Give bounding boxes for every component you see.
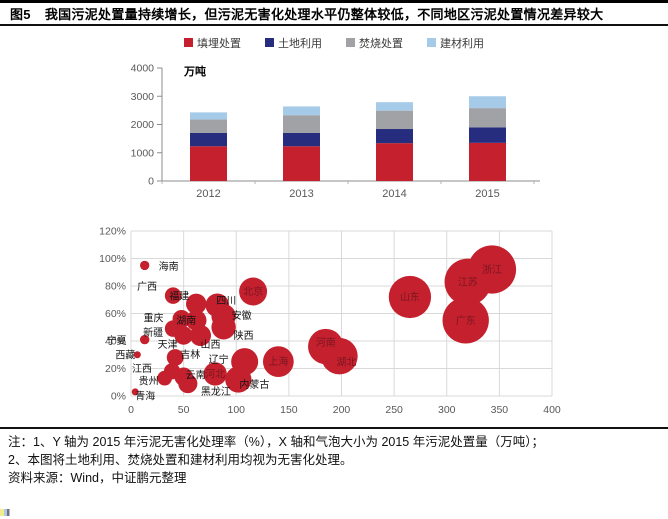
svg-text:吉林: 吉林 [180, 348, 200, 361]
svg-text:宁夏: 宁夏 [107, 334, 127, 347]
svg-text:青海: 青海 [135, 389, 155, 402]
svg-text:福建: 福建 [169, 289, 189, 302]
svg-text:20%: 20% [105, 363, 126, 375]
svg-text:北京: 北京 [243, 285, 263, 298]
svg-text:150: 150 [280, 404, 298, 416]
svg-text:4000: 4000 [131, 63, 155, 75]
svg-text:120%: 120% [99, 226, 126, 238]
legend-label: 土地利用 [278, 37, 322, 50]
svg-text:3000: 3000 [131, 91, 155, 103]
svg-text:2013: 2013 [289, 188, 313, 200]
svg-text:贵州: 贵州 [139, 375, 159, 388]
legend-item-building-material: 建材利用 [427, 35, 484, 51]
incineration-swatch-icon [346, 38, 355, 47]
svg-text:40%: 40% [105, 336, 126, 348]
svg-text:0%: 0% [111, 391, 126, 403]
figure-title: 图5 我国污泥处置量持续增长，但污泥无害化处理水平仍整体较低，不同地区污泥处置情… [0, 3, 668, 26]
svg-text:云南: 云南 [186, 368, 206, 381]
svg-text:2000: 2000 [131, 119, 155, 131]
svg-text:河北: 河北 [205, 369, 225, 381]
svg-text:1000: 1000 [131, 147, 155, 159]
svg-text:300: 300 [438, 404, 456, 416]
svg-text:海南: 海南 [159, 260, 179, 273]
svg-text:辽宁: 辽宁 [209, 353, 229, 366]
bar-chart-legend: 填埋处置 土地利用 焚烧处置 建材利用 [0, 35, 668, 50]
building-material-swatch-icon [427, 38, 436, 47]
land-use-swatch-icon [265, 38, 274, 47]
svg-text:100%: 100% [99, 253, 126, 265]
svg-text:100: 100 [227, 404, 245, 416]
svg-text:天津: 天津 [158, 339, 178, 351]
svg-text:50: 50 [178, 404, 190, 416]
svg-text:浙江: 浙江 [482, 264, 502, 276]
svg-text:2014: 2014 [382, 188, 406, 200]
figure-number: 图5 [10, 7, 31, 22]
legend-label: 焚烧处置 [359, 37, 403, 50]
svg-text:山东: 山东 [400, 291, 420, 304]
svg-text:陕西: 陕西 [234, 329, 254, 342]
legend-label: 建材利用 [440, 37, 484, 50]
svg-text:内蒙古: 内蒙古 [239, 378, 269, 391]
data-source: 资料来源：Wind，中证鹏元整理 [8, 471, 187, 485]
svg-text:200: 200 [333, 404, 351, 416]
figure-title-text: 我国污泥处置量持续增长，但污泥无害化处理水平仍整体较低，不同地区污泥处置情况差异… [44, 7, 604, 22]
svg-text:万吨: 万吨 [183, 64, 206, 78]
svg-text:河南: 河南 [316, 336, 336, 349]
svg-text:80%: 80% [105, 281, 126, 293]
svg-text:广西: 广西 [137, 281, 157, 293]
legend-item-land-use: 土地利用 [265, 35, 322, 51]
svg-text:350: 350 [491, 404, 509, 416]
svg-text:江苏: 江苏 [458, 275, 478, 288]
footnote-2: 2、本图将土地利用、焚烧处置和建材利用均视为无害化处理。 [8, 453, 353, 467]
svg-text:2012: 2012 [196, 188, 220, 200]
svg-text:广东: 广东 [456, 314, 476, 327]
footnote-1: 注：1、Y 轴为 2015 年污泥无害化处理率（%），X 轴和气泡大小为 201… [8, 435, 544, 449]
legend-label: 填埋处置 [197, 37, 241, 50]
stacked-bar-chart: 0 1000 2000 3000 4000 2012 2013 2014 2015 万吨 [131, 63, 540, 200]
svg-text:400: 400 [543, 404, 561, 416]
footnotes: 注：1、Y 轴为 2015 年污泥无害化处理率（%），X 轴和气泡大小为 201… [0, 427, 668, 519]
svg-text:四川: 四川 [216, 296, 236, 307]
svg-text:山西: 山西 [200, 339, 220, 351]
landfill-swatch-icon [184, 38, 193, 47]
svg-text:新疆: 新疆 [143, 326, 163, 339]
svg-text:2015: 2015 [475, 188, 499, 200]
legend-item-landfill: 填埋处置 [184, 35, 241, 51]
svg-text:湖北: 湖北 [336, 357, 356, 369]
render-artifact [0, 509, 13, 516]
svg-text:重庆: 重庆 [144, 312, 164, 325]
svg-text:黑龙江: 黑龙江 [201, 385, 231, 398]
svg-text:0: 0 [148, 176, 154, 188]
svg-text:60%: 60% [105, 308, 126, 320]
svg-text:湖南: 湖南 [176, 314, 196, 327]
svg-text:西藏: 西藏 [115, 349, 135, 361]
svg-text:0: 0 [128, 404, 134, 416]
bubble-chart: 0 50 100 150 200 250 300 350 400 0% 20% 40% 60% 80% 10… [99, 226, 561, 417]
svg-text:安徽: 安徽 [232, 309, 252, 322]
svg-text:250: 250 [385, 404, 403, 416]
svg-text:上海: 上海 [268, 355, 288, 368]
svg-text:江西: 江西 [132, 363, 152, 375]
legend-item-incineration: 焚烧处置 [346, 35, 403, 51]
